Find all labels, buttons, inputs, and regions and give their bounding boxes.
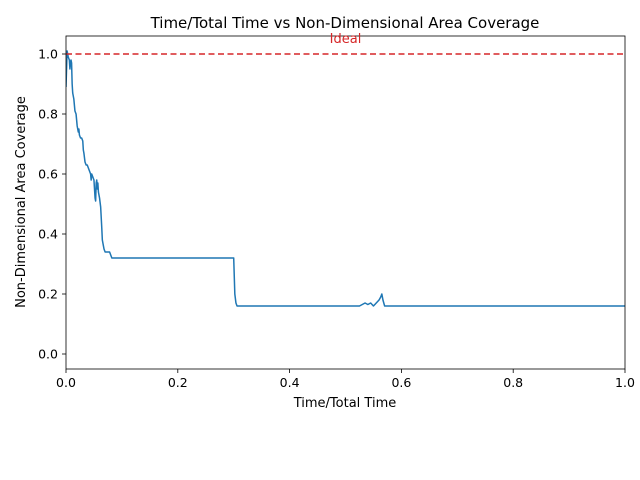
x-tick-label-5: 1.0	[615, 375, 635, 390]
axes-frame	[65, 35, 626, 370]
y-tick-label-3: 0.6	[38, 167, 58, 182]
x-tick-label-0: 0.0	[56, 375, 76, 390]
y-tick-label-0: 0.0	[38, 347, 58, 362]
x-axis-label: Time/Total Time	[293, 396, 397, 411]
y-axis-label: Non-Dimensional Area Coverage	[14, 96, 29, 308]
y-tick-label-5: 1.0	[38, 47, 58, 62]
series-line-0	[66, 50, 625, 307]
axis-ticks: 0.0 0.2 0.4 0.6 0.8 1.0 0.0 0.2 0.4 0.6 0.8 1.0	[38, 47, 635, 391]
x-tick-label-1: 0.2	[168, 375, 188, 390]
chart-title: Time/Total Time vs Non-Dimensional Area …	[150, 14, 540, 32]
x-tick-label-4: 0.8	[503, 375, 523, 390]
x-tick-label-2: 0.4	[280, 375, 300, 390]
x-tick-label-3: 0.6	[391, 375, 411, 390]
y-tick-label-2: 0.4	[38, 227, 58, 242]
ideal-annotation: Ideal	[330, 32, 362, 47]
y-tick-label-1: 0.2	[38, 287, 58, 302]
plot-area	[65, 35, 626, 370]
y-tick-label-4: 0.8	[38, 107, 58, 122]
